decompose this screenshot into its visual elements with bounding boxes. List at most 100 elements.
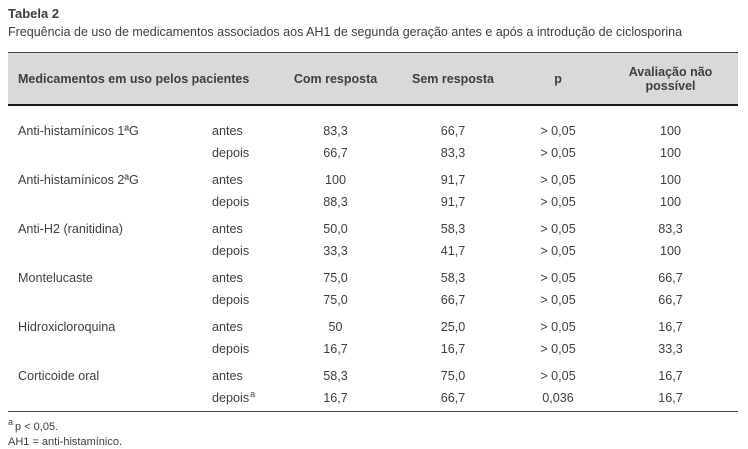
table-row: depois 66,7 83,3 > 0,05 100 — [8, 142, 738, 164]
table-row: depois 75,0 66,7 > 0,05 66,7 — [8, 289, 738, 311]
medication-cell: Anti-histamínicos 1ªG — [18, 124, 139, 138]
frequency-table: Medicamentos em uso pelos pacientes Com … — [8, 52, 739, 412]
p-value: > 0,05 — [540, 195, 576, 209]
p-value: > 0,05 — [540, 342, 576, 356]
sem-resposta-value: 66,7 — [440, 293, 466, 307]
com-resposta-value: 16,7 — [323, 342, 348, 356]
footnote-marker: a — [250, 388, 256, 399]
avaliacao-value: 16,7 — [658, 391, 683, 405]
medication-cell: Anti-H2 (ranitidina) — [18, 222, 123, 236]
table-row: depois 33,3 41,7 > 0,05 100 — [8, 240, 738, 262]
sem-resposta-value: 91,7 — [440, 195, 466, 209]
avaliacao-value: 66,7 — [658, 293, 683, 307]
p-value: 0,036 — [542, 391, 574, 405]
avaliacao-value: 100 — [660, 124, 682, 138]
avaliacao-value: 33,3 — [658, 342, 683, 356]
phase-cell: depois — [212, 293, 250, 307]
phase-cell: depois — [212, 195, 250, 209]
col-header-p: p — [513, 52, 604, 106]
table-row: depoisa 16,7 66,7 0,036 16,7 — [8, 387, 738, 412]
phase-cell: antes — [212, 320, 243, 334]
table-title: Tabela 2 — [8, 6, 60, 21]
com-resposta-value: 66,7 — [323, 146, 348, 160]
avaliacao-value: 100 — [660, 195, 682, 209]
com-resposta-value: 83,3 — [323, 124, 348, 138]
medication-cell — [8, 142, 198, 164]
phase-cell: antes — [212, 173, 243, 187]
p-value: > 0,05 — [540, 222, 576, 236]
avaliacao-value: 66,7 — [658, 271, 683, 285]
medication-cell: Montelucaste — [18, 271, 93, 285]
com-resposta-value: 75,0 — [323, 293, 348, 307]
table-row: Anti-histamínicos 2ªG antes 100 91,7 > 0… — [8, 164, 738, 191]
com-resposta-value: 33,3 — [323, 244, 348, 258]
medication-cell — [8, 240, 198, 262]
avaliacao-value: 100 — [660, 146, 682, 160]
sem-resposta-value: 25,0 — [440, 320, 466, 334]
p-value: > 0,05 — [540, 271, 576, 285]
sem-resposta-value: 41,7 — [440, 244, 466, 258]
medication-cell — [8, 338, 198, 360]
phase-label: depois — [212, 391, 250, 405]
com-resposta-value: 16,7 — [323, 391, 348, 405]
com-resposta-value: 58,3 — [323, 369, 348, 383]
p-value: > 0,05 — [540, 146, 576, 160]
col-header-com-resposta: Com resposta — [278, 52, 394, 106]
table-row: depois 16,7 16,7 > 0,05 33,3 — [8, 338, 738, 360]
table-row: depois 88,3 91,7 > 0,05 100 — [8, 191, 738, 213]
com-resposta-value: 50 — [328, 320, 343, 334]
medication-cell: Hidroxicloroquina — [18, 320, 116, 334]
com-resposta-value: 75,0 — [323, 271, 348, 285]
table-subtitle: Frequência de uso de medicamentos associ… — [8, 25, 683, 39]
avaliacao-value: 83,3 — [658, 222, 683, 236]
col-header-avaliacao: Avaliação não possível — [603, 52, 739, 106]
phase-cell: antes — [212, 222, 243, 236]
table-body: Anti-histamínicos 1ªG antes 83,3 66,7 > … — [8, 105, 739, 412]
sem-resposta-value: 58,3 — [440, 271, 466, 285]
com-resposta-value: 50,0 — [323, 222, 348, 236]
avaliacao-value: 100 — [660, 173, 682, 187]
col-header-sem-resposta: Sem resposta — [393, 52, 514, 106]
footnote-text: AH1 = anti-histamínico. — [8, 436, 123, 448]
avaliacao-value: 100 — [660, 244, 682, 258]
p-value: > 0,05 — [540, 320, 576, 334]
avaliacao-value: 16,7 — [658, 369, 683, 383]
sem-resposta-value: 75,0 — [440, 369, 466, 383]
phase-cell: antes — [212, 124, 243, 138]
phase-cell: antes — [212, 271, 243, 285]
avaliacao-value: 16,7 — [658, 320, 683, 334]
p-value: > 0,05 — [540, 244, 576, 258]
phase-cell: depois — [212, 342, 250, 356]
table-row: Anti-histamínicos 1ªG antes 83,3 66,7 > … — [8, 105, 738, 142]
medication-cell: Corticoide oral — [18, 369, 100, 383]
table-row: Hidroxicloroquina antes 50 25,0 > 0,05 1… — [8, 311, 738, 338]
com-resposta-value: 88,3 — [323, 195, 348, 209]
sem-resposta-value: 16,7 — [440, 342, 466, 356]
footnote: AH1 = anti-histamínico. — [8, 435, 740, 449]
phase-cell: depoisa — [198, 387, 278, 412]
com-resposta-value: 100 — [325, 173, 347, 187]
medication-cell — [8, 191, 198, 213]
sem-resposta-value: 83,3 — [440, 146, 466, 160]
p-value: > 0,05 — [540, 173, 576, 187]
sem-resposta-value: 91,7 — [440, 173, 466, 187]
phase-cell: depois — [212, 146, 250, 160]
table-row: Montelucaste antes 75,0 58,3 > 0,05 66,7 — [8, 262, 738, 289]
header-row: Medicamentos em uso pelos pacientes Com … — [8, 52, 739, 106]
medication-cell — [8, 289, 198, 311]
medication-cell — [8, 387, 198, 412]
phase-cell: depois — [212, 244, 250, 258]
table-header: Medicamentos em uso pelos pacientes Com … — [8, 52, 739, 106]
medication-cell: Anti-histamínicos 2ªG — [18, 173, 139, 187]
table-row: Corticoide oral antes 58,3 75,0 > 0,05 1… — [8, 360, 738, 387]
col-header-medications: Medicamentos em uso pelos pacientes — [8, 52, 279, 106]
sem-resposta-value: 66,7 — [440, 391, 466, 405]
phase-cell: antes — [212, 369, 243, 383]
p-value: > 0,05 — [540, 369, 576, 383]
p-value: > 0,05 — [540, 124, 576, 138]
sem-resposta-value: 58,3 — [440, 222, 466, 236]
footnote-text: p < 0,05. — [15, 421, 59, 433]
